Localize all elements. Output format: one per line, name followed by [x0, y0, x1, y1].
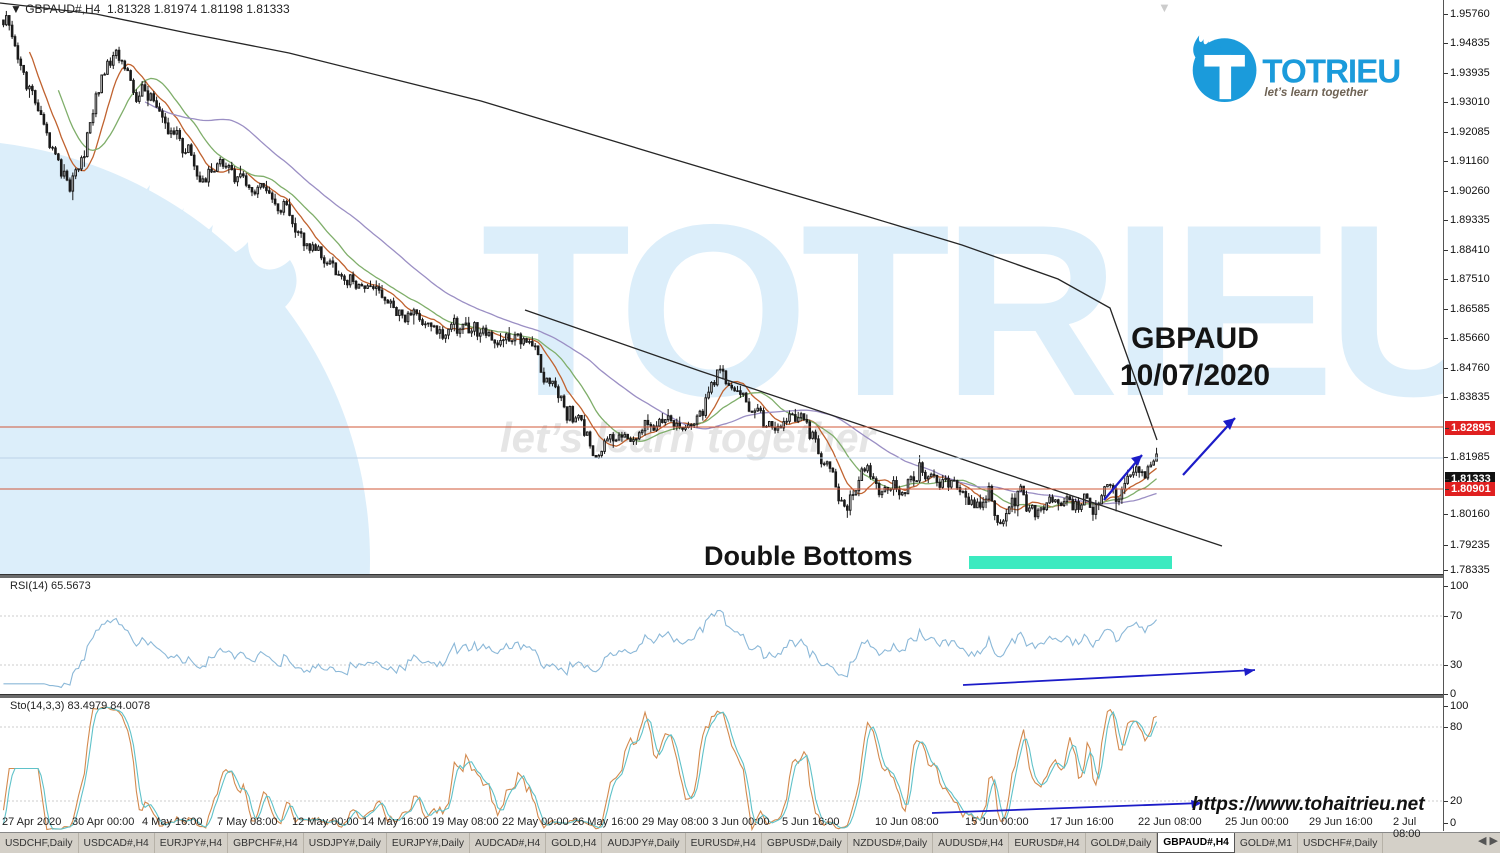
svg-text:let’s learn together: let’s learn together — [1264, 87, 1369, 99]
svg-text:Double Bottoms: Double Bottoms — [704, 541, 913, 571]
svg-text:TOTRIEU: TOTRIEU — [1262, 53, 1400, 90]
svg-text:GBPAUD: GBPAUD — [1131, 322, 1259, 355]
svg-text:10/07/2020: 10/07/2020 — [1120, 359, 1270, 392]
svg-text:https://www.tohaitrieu.net: https://www.tohaitrieu.net — [1192, 794, 1425, 815]
